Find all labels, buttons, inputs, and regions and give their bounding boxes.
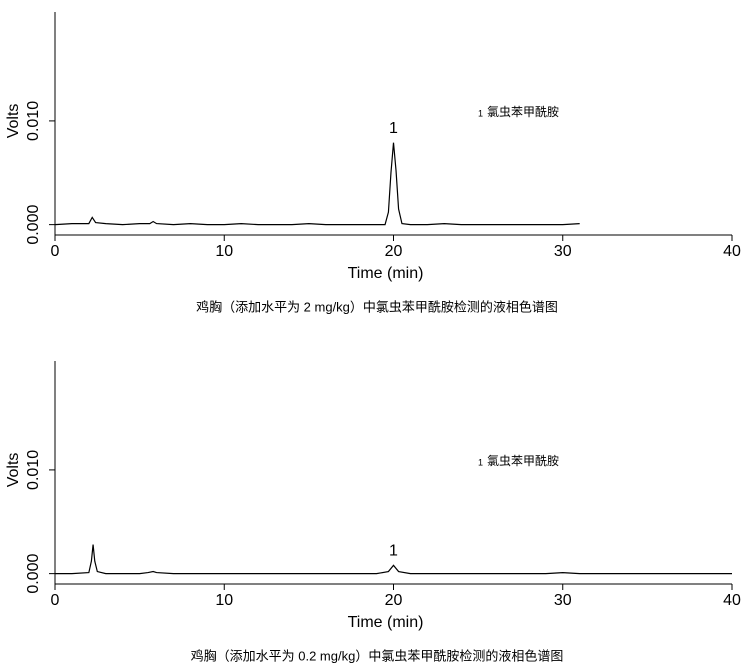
x-tick-label: 30 bbox=[554, 592, 572, 609]
signal-trace bbox=[54, 142, 580, 226]
x-tick-label: 20 bbox=[385, 592, 403, 609]
peak-label: 1 bbox=[389, 543, 398, 560]
x-tick-label: 30 bbox=[554, 243, 572, 260]
legend-marker: 1 bbox=[478, 457, 483, 467]
legend-marker: 1 bbox=[478, 108, 483, 118]
caption: 鸡胸（添加水平为 0.2 mg/kg）中氯虫苯甲酰胺检测的液相色谱图 bbox=[191, 648, 564, 663]
signal-trace bbox=[55, 544, 732, 575]
legend-entry: 氯虫苯甲酰胺 bbox=[487, 105, 559, 119]
y-axis-title: Volts bbox=[5, 104, 22, 139]
x-tick-label: 20 bbox=[385, 243, 403, 260]
x-tick-label: 0 bbox=[51, 243, 60, 260]
y-axis-title: Volts bbox=[5, 453, 22, 488]
x-tick-label: 0 bbox=[51, 592, 60, 609]
y-tick-label: 0.010 bbox=[25, 101, 42, 141]
x-tick-label: 10 bbox=[215, 592, 233, 609]
y-tick-label: 0.000 bbox=[25, 554, 42, 594]
caption: 鸡胸（添加水平为 2 mg/kg）中氯虫苯甲酰胺检测的液相色谱图 bbox=[196, 299, 558, 314]
chart: 0 10 20 30 40 0.000 0.010 Time (min) Volts 鸡胸（添加水… bbox=[5, 12, 741, 314]
y-tick-label: 0.000 bbox=[25, 205, 42, 245]
x-tick-label: 40 bbox=[723, 243, 741, 260]
y-tick-label: 0.010 bbox=[25, 450, 42, 490]
legend-entry: 氯虫苯甲酰胺 bbox=[487, 454, 559, 468]
x-axis-title: Time (min) bbox=[348, 265, 424, 282]
chart: 0 10 20 30 40 0.000 0.010 Time (min) Volts 鸡胸（添加水… bbox=[5, 361, 741, 663]
x-tick-label: 10 bbox=[215, 243, 233, 260]
peak-label: 1 bbox=[389, 120, 398, 137]
x-axis-title: Time (min) bbox=[348, 614, 424, 631]
x-tick-label: 40 bbox=[723, 592, 741, 609]
